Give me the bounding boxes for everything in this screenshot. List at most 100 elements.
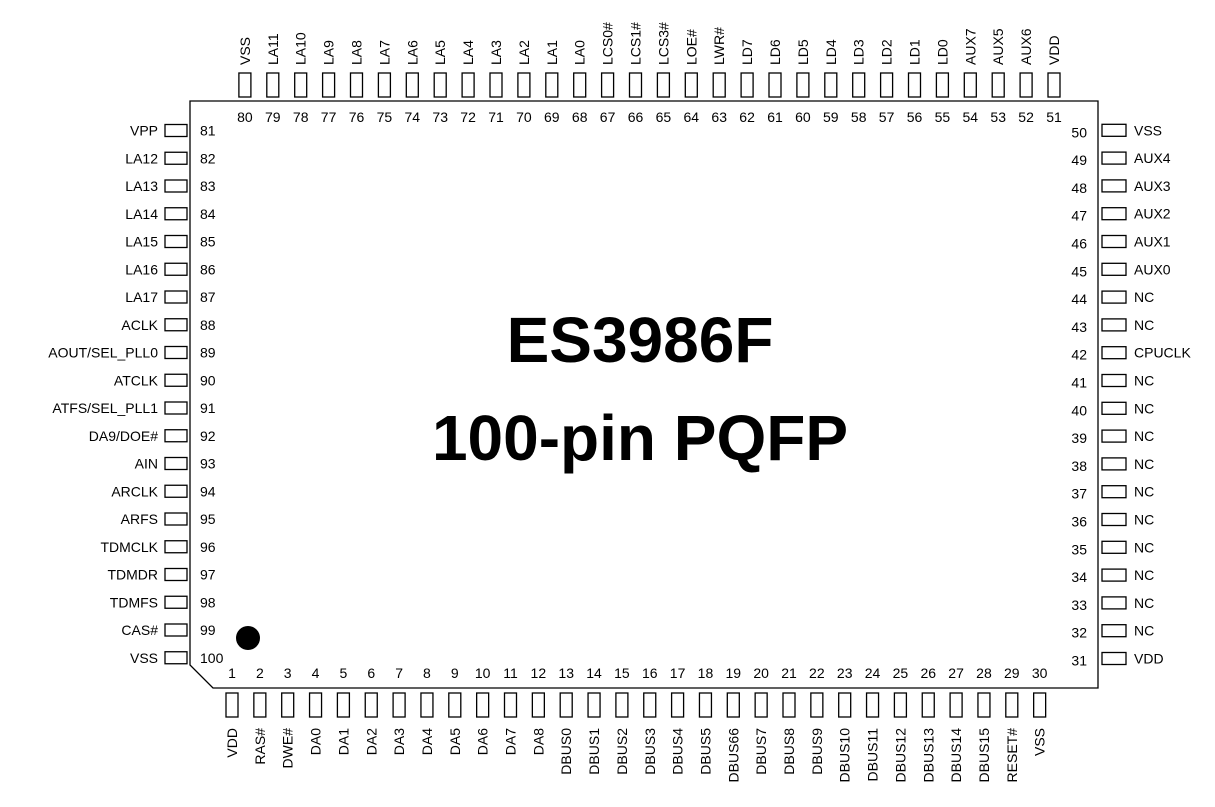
pin-79-name: LA11 <box>265 33 281 65</box>
pin-67-number: 67 <box>600 109 616 125</box>
pin-57-number: 57 <box>879 109 895 125</box>
pin-17-name: DBUS4 <box>670 728 686 775</box>
pin-23-number: 23 <box>837 665 853 681</box>
pin-87-name: LA17 <box>125 289 158 305</box>
pin-81-name: VPP <box>130 123 158 139</box>
pin-49-name: AUX4 <box>1134 150 1171 166</box>
pin-88-name: ACLK <box>121 317 158 333</box>
pin-85-number: 85 <box>200 234 216 250</box>
pin-14-number: 14 <box>586 665 602 681</box>
pin-43-name: NC <box>1134 317 1154 333</box>
pin-2-number: 2 <box>256 665 264 681</box>
pin-47-lead <box>1101 207 1127 221</box>
pin-50-lead <box>1101 123 1127 137</box>
pin-96-name: TDMCLK <box>100 539 158 555</box>
pin-92-number: 92 <box>200 428 216 444</box>
pin-92-lead <box>164 429 188 443</box>
pin-89-number: 89 <box>200 345 216 361</box>
pin-13-lead <box>559 692 573 718</box>
pin-91-number: 91 <box>200 400 216 416</box>
pin-6-number: 6 <box>367 665 375 681</box>
pin-42-number: 42 <box>1071 347 1087 363</box>
pin-10-number: 10 <box>475 665 491 681</box>
pin-33-number: 33 <box>1071 597 1087 613</box>
pin-1-name: VDD <box>224 728 240 758</box>
pin-90-number: 90 <box>200 372 216 388</box>
pin-68-lead <box>573 72 587 98</box>
pin-83-lead <box>164 179 188 193</box>
pin-89-lead <box>164 345 188 360</box>
pin-34-lead <box>1101 568 1127 582</box>
pin-40-lead <box>1101 401 1127 415</box>
pin-51-lead <box>1047 72 1061 98</box>
pin-37-lead <box>1101 485 1127 499</box>
pin-30-number: 30 <box>1032 665 1048 681</box>
pin-49-lead <box>1101 151 1127 165</box>
pin-69-number: 69 <box>544 109 560 125</box>
pin-70-name: LA2 <box>516 40 532 65</box>
pin-51-name: VDD <box>1046 35 1062 65</box>
pin-31-number: 31 <box>1071 653 1087 669</box>
pin-49-number: 49 <box>1071 152 1087 168</box>
pin-26-name: DBUS13 <box>920 728 936 783</box>
pin-76-lead <box>349 72 364 98</box>
pin-30-lead <box>1033 692 1047 718</box>
pin-84-number: 84 <box>200 206 216 222</box>
pin-32-lead <box>1101 624 1127 638</box>
pin-9-name: DA5 <box>447 728 463 755</box>
pin-64-name: LOE# <box>683 29 699 65</box>
pin-73-number: 73 <box>432 109 448 125</box>
pin-82-lead <box>164 151 188 165</box>
pin-18-name: DBUS5 <box>697 728 713 775</box>
pin-36-lead <box>1101 512 1127 527</box>
pin-15-lead <box>615 692 629 718</box>
pin-7-lead <box>392 692 406 718</box>
pin-40-number: 40 <box>1071 402 1087 418</box>
pin-90-lead <box>164 373 188 387</box>
pin-79-lead <box>266 72 280 98</box>
pin-86-name: LA16 <box>125 261 158 277</box>
pin-66-number: 66 <box>628 109 644 125</box>
pin-56-name: LD1 <box>907 39 923 65</box>
pin-20-number: 20 <box>753 665 769 681</box>
pin-31-name: VDD <box>1134 651 1164 667</box>
pin-18-lead <box>698 692 713 718</box>
pin-52-name: AUX6 <box>1018 28 1034 65</box>
pin-71-number: 71 <box>488 109 504 125</box>
pin-95-number: 95 <box>200 511 216 527</box>
pin-68-name: LA0 <box>572 40 588 65</box>
pin-69-name: LA1 <box>544 40 560 65</box>
pin-15-number: 15 <box>614 665 630 681</box>
pin-89-name: AOUT/SEL_PLL0 <box>48 345 158 361</box>
pin-17-number: 17 <box>670 665 686 681</box>
pin-38-lead <box>1101 457 1127 471</box>
pin-77-number: 77 <box>321 109 337 125</box>
pin-94-number: 94 <box>200 483 216 499</box>
pin-57-lead <box>879 72 894 98</box>
pin-7-name: DA3 <box>391 728 407 755</box>
pin-48-lead <box>1101 179 1127 193</box>
pin-84-name: LA14 <box>125 206 158 222</box>
pin-19-lead <box>726 692 740 718</box>
pin-56-number: 56 <box>907 109 923 125</box>
pin-96-lead <box>164 540 188 554</box>
pin-63-number: 63 <box>711 109 727 125</box>
pin-54-lead <box>963 72 977 98</box>
pin-38-number: 38 <box>1071 458 1087 474</box>
pin-58-number: 58 <box>851 109 867 125</box>
pin-45-lead <box>1101 262 1127 276</box>
pin-22-name: DBUS9 <box>809 728 825 775</box>
pin-13-name: DBUS0 <box>558 728 574 775</box>
pin-46-name: AUX1 <box>1134 234 1171 250</box>
pin-29-lead <box>1005 692 1019 718</box>
pin-56-lead <box>907 72 922 98</box>
pin-25-lead <box>893 692 908 718</box>
pin-100-number: 100 <box>200 650 224 666</box>
pin-7-number: 7 <box>395 665 403 681</box>
pin-57-name: LD2 <box>879 39 895 65</box>
pin-83-name: LA13 <box>125 178 158 194</box>
pin-4-number: 4 <box>312 665 320 681</box>
pin-14-lead <box>587 692 601 718</box>
pin-100-lead <box>164 651 188 665</box>
pin-82-number: 82 <box>200 150 216 166</box>
